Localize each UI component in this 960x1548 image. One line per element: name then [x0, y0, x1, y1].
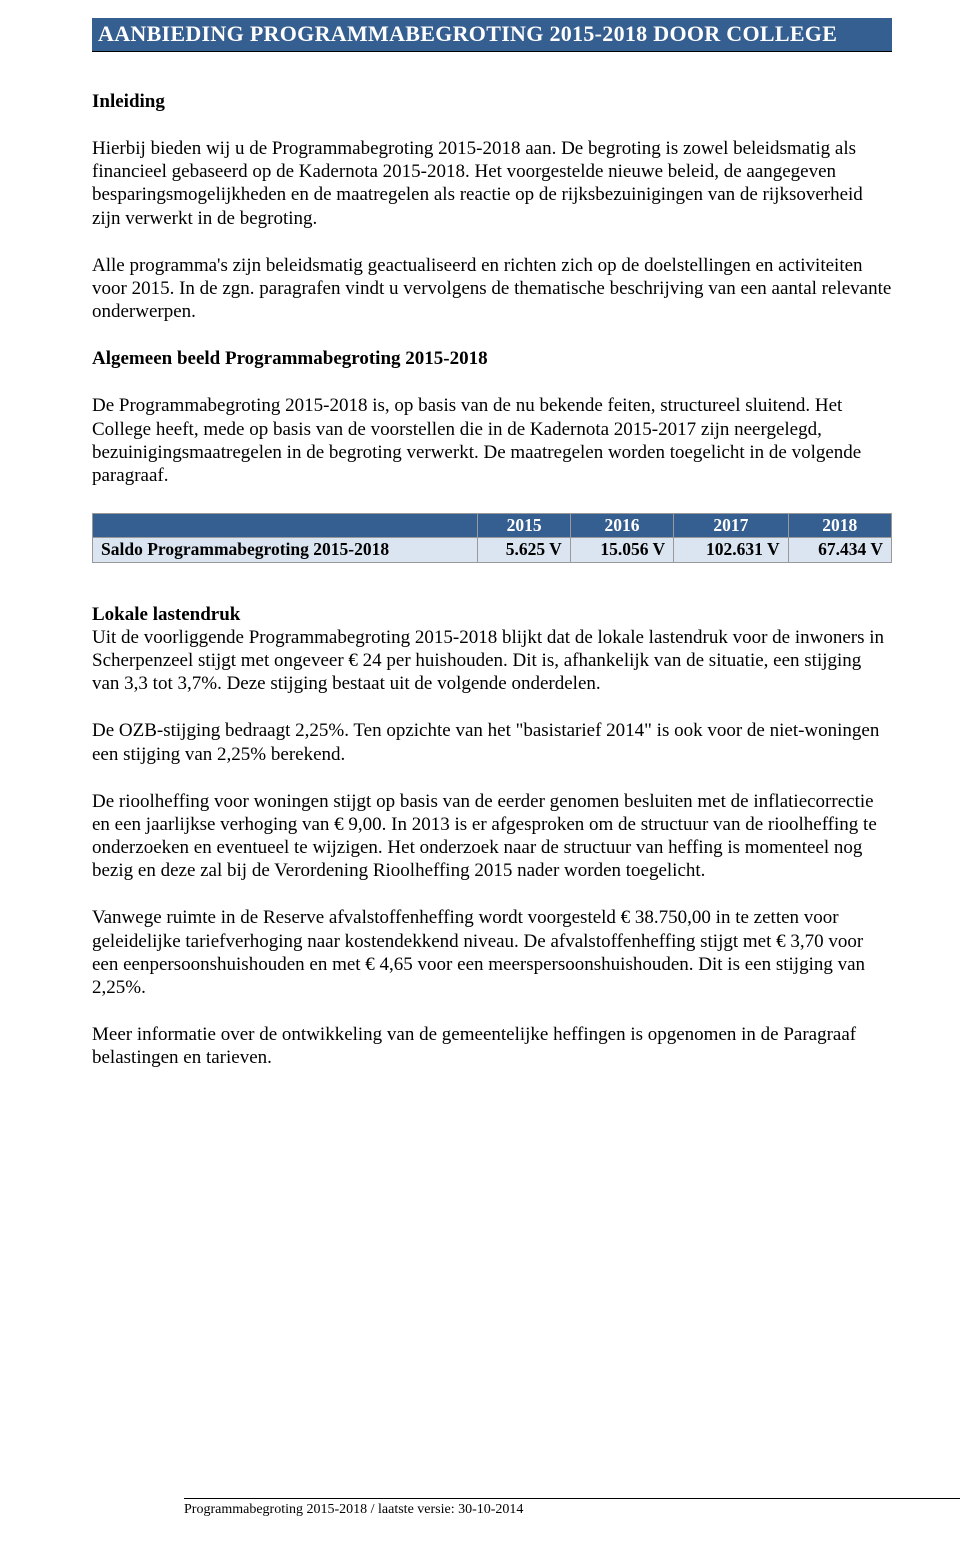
- table-cell-2017: 102.631 V: [674, 538, 788, 562]
- lokale-paragraph-1: Uit de voorliggende Programmabegroting 2…: [92, 626, 892, 696]
- table-row: Saldo Programmabegroting 2015-2018 5.625…: [93, 538, 892, 562]
- lokale-heading: Lokale lastendruk: [92, 603, 892, 626]
- table-cell-2016: 15.056 V: [570, 538, 673, 562]
- table-header-blank: [93, 514, 478, 538]
- table-header-row: 2015 2016 2017 2018: [93, 514, 892, 538]
- lokale-paragraph-5: Meer informatie over de ontwikkeling van…: [92, 1023, 892, 1069]
- table-header-2017: 2017: [674, 514, 788, 538]
- table-header-2016: 2016: [570, 514, 673, 538]
- algemeen-heading: Algemeen beeld Programmabegroting 2015-2…: [92, 347, 892, 370]
- table-header-2015: 2015: [478, 514, 570, 538]
- algemeen-paragraph-1: De Programmabegroting 2015-2018 is, op b…: [92, 394, 892, 487]
- intro-heading: Inleiding: [92, 90, 892, 113]
- table-header-2018: 2018: [788, 514, 891, 538]
- page-banner: AANBIEDING PROGRAMMABEGROTING 2015-2018 …: [92, 18, 892, 52]
- lokale-paragraph-2: De OZB-stijging bedraagt 2,25%. Ten opzi…: [92, 719, 892, 765]
- table-row-label: Saldo Programmabegroting 2015-2018: [93, 538, 478, 562]
- intro-paragraph-2: Alle programma's zijn beleidsmatig geact…: [92, 254, 892, 324]
- lokale-paragraph-3: De rioolheffing voor woningen stijgt op …: [92, 790, 892, 883]
- page-footer: Programmabegroting 2015-2018 / laatste v…: [184, 1498, 960, 1518]
- saldo-table: 2015 2016 2017 2018 Saldo Programmabegro…: [92, 513, 892, 563]
- lokale-paragraph-4: Vanwege ruimte in de Reserve afvalstoffe…: [92, 906, 892, 999]
- intro-paragraph-1: Hierbij bieden wij u de Programmabegroti…: [92, 137, 892, 230]
- table-cell-2018: 67.434 V: [788, 538, 891, 562]
- table-cell-2015: 5.625 V: [478, 538, 570, 562]
- footer-left: Programmabegroting 2015-2018 / laatste v…: [184, 1501, 523, 1518]
